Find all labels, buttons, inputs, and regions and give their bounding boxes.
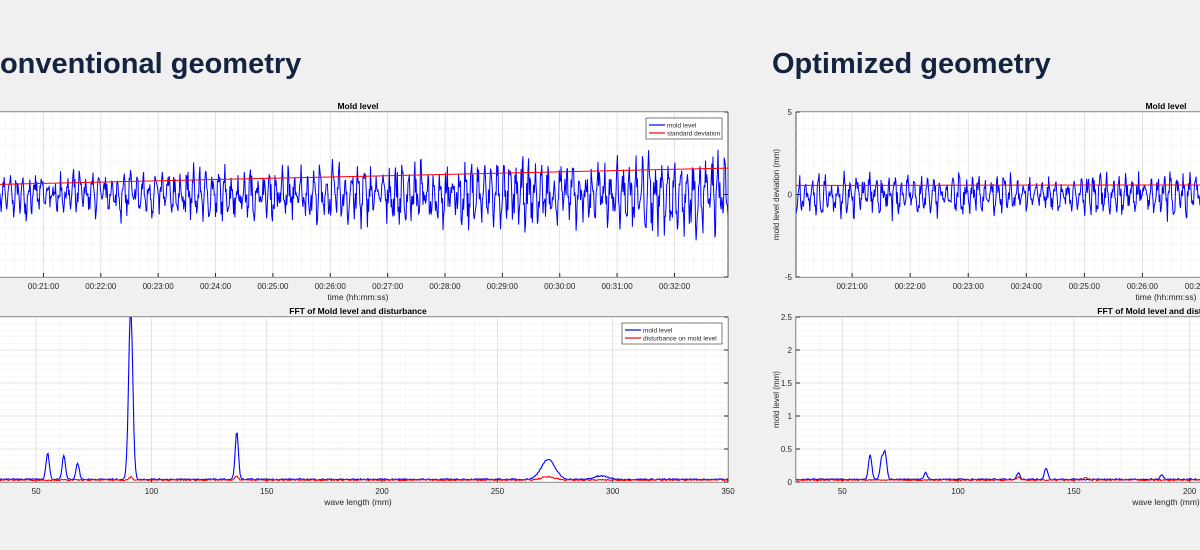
x-tick-label: 250 xyxy=(491,487,505,496)
y-tick-label: 1 xyxy=(788,412,793,421)
x-tick-label: 100 xyxy=(145,487,159,496)
x-tick-label: 00:31:00 xyxy=(602,282,634,291)
y-axis-label: mold level deviation (mm) xyxy=(772,149,781,240)
y-tick-label: 0 xyxy=(788,478,793,487)
x-axis-label: wave length (mm) xyxy=(1131,497,1200,507)
y-tick-label: 2 xyxy=(788,346,793,355)
legend-label: disturbance on mold level xyxy=(643,336,717,343)
x-tick-label: 00:26:00 xyxy=(1127,282,1159,291)
x-tick-label: 00:30:00 xyxy=(544,282,576,291)
series-line-standard-deviation xyxy=(0,167,728,185)
chart-title: FFT of Mold level and disturbance xyxy=(1097,306,1200,316)
y-tick-label: 5 xyxy=(788,108,793,117)
x-tick-label: 00:24:00 xyxy=(1011,282,1043,291)
x-tick-label: 00:22:00 xyxy=(85,282,117,291)
x-tick-label: 00:27:00 xyxy=(1185,282,1200,291)
x-axis-label: time (hh:mm:ss) xyxy=(328,292,389,302)
series xyxy=(0,317,728,482)
grid xyxy=(796,317,1200,482)
x-tick-label: 00:27:00 xyxy=(372,282,404,291)
chart-title: Mold level xyxy=(337,101,378,111)
x-tick-label: 100 xyxy=(951,487,965,496)
plot-area xyxy=(795,316,1200,483)
series xyxy=(796,449,1200,482)
heading-optimized-geometry: Optimized geometry xyxy=(772,48,1051,80)
x-tick-label: 50 xyxy=(838,487,847,496)
series-line-disturbance-on-mold-level xyxy=(796,476,1200,482)
y-tick-label: 1.5 xyxy=(781,379,793,388)
plot-area xyxy=(0,316,729,483)
x-tick-label: 00:25:00 xyxy=(1069,282,1101,291)
series-line-mold-level xyxy=(796,170,1200,222)
x-tick-label: 200 xyxy=(375,487,389,496)
grid xyxy=(0,317,728,482)
x-tick-label: 00:22:00 xyxy=(895,282,927,291)
legend-box xyxy=(621,322,723,345)
x-tick-label: 200 xyxy=(1183,487,1197,496)
x-tick-label: 00:28:00 xyxy=(429,282,461,291)
x-tick-label: 350 xyxy=(721,487,735,496)
x-axis-label: wave length (mm) xyxy=(323,497,392,507)
series-line-standard-deviation xyxy=(796,184,1200,186)
series xyxy=(796,170,1200,222)
chart-conv_time: 00:21:00 00:22:00 00:23:00 00:24:00 00:25:00… xyxy=(0,101,729,302)
heading-conventional-geometry: Conventional geometry xyxy=(0,48,302,80)
x-tick-label: 00:23:00 xyxy=(143,282,175,291)
x-tick-label: 00:21:00 xyxy=(28,282,60,291)
x-tick-label: 00:26:00 xyxy=(315,282,347,291)
x-tick-label: 300 xyxy=(606,487,620,496)
y-tick-label: 0 xyxy=(788,191,793,200)
x-tick-label: 00:23:00 xyxy=(953,282,985,291)
chart-conv_fft: 50 100 150 200 250 300 350 FFT of Mold level an… xyxy=(0,306,735,507)
x-tick-label: 00:21:00 xyxy=(837,282,869,291)
series-line-mold-level xyxy=(0,149,728,241)
chart-title: Mold level xyxy=(1145,101,1186,111)
x-tick-label: 00:29:00 xyxy=(487,282,519,291)
legend-label: mold level xyxy=(667,123,697,130)
legend-box xyxy=(645,117,723,140)
y-axis-label: mold level (mm) xyxy=(772,371,781,428)
x-tick-label: 00:24:00 xyxy=(200,282,232,291)
x-tick-label: 00:25:00 xyxy=(257,282,289,291)
chart-title: FFT of Mold level and disturbance xyxy=(289,306,427,316)
y-tick-label: 0.5 xyxy=(781,445,793,454)
y-tick-label: 2.5 xyxy=(781,313,793,322)
chart-opt_time: 00:21:00 00:22:00 00:23:00 00:24:00 00:25:00… xyxy=(772,101,1200,302)
series xyxy=(0,149,728,241)
x-tick-label: 00:32:00 xyxy=(659,282,691,291)
x-tick-label: 150 xyxy=(260,487,274,496)
x-tick-label: 150 xyxy=(1067,487,1081,496)
x-tick-label: 50 xyxy=(32,487,41,496)
x-axis-label: time (hh:mm:ss) xyxy=(1136,292,1197,302)
legend-label: mold level xyxy=(643,328,673,335)
y-tick-label: -5 xyxy=(785,273,793,282)
series-line-disturbance-on-mold-level xyxy=(0,475,728,482)
legend-label: standard deviation xyxy=(667,131,721,138)
